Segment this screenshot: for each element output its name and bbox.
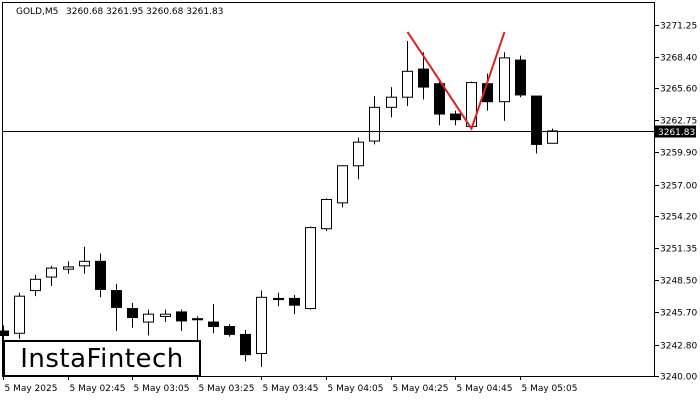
candle: [353, 137, 364, 180]
candle-body-bearish: [192, 318, 203, 321]
candle-body-bullish: [321, 198, 332, 230]
x-tick-label: 5 May 02:45: [70, 384, 126, 394]
x-tick-label: 5 May 03:05: [134, 384, 190, 394]
candle-body-bearish: [289, 297, 300, 306]
candle-body-bearish: [95, 260, 106, 290]
candle-body-bullish: [14, 295, 25, 334]
y-tick-label: 3259.90: [660, 149, 697, 159]
candle: [369, 96, 380, 145]
candle-body-bullish: [369, 106, 380, 142]
candle: [386, 87, 397, 118]
candle-body-bullish: [46, 267, 57, 278]
price-label: 3261.83: [658, 128, 695, 138]
candle: [402, 40, 413, 107]
candle-body-bullish: [353, 141, 364, 167]
candle-body-bearish: [208, 321, 219, 328]
candle: [143, 309, 154, 336]
candle-body-bullish: [63, 266, 74, 270]
candle-body-bullish: [305, 227, 316, 310]
y-tick-label: 3251.35: [660, 245, 697, 255]
x-tick-label: 5 May 04:05: [328, 384, 384, 394]
ohlc-readout: 3260.68 3261.95 3260.68 3261.83: [66, 7, 223, 17]
candle-body-bullish: [256, 296, 267, 355]
candle: [273, 292, 284, 307]
candle-body-bullish: [30, 278, 41, 292]
candle: [515, 55, 526, 98]
candle: [450, 110, 461, 126]
y-tick-label: 3268.40: [660, 54, 697, 64]
candle-body-bullish: [337, 165, 348, 204]
candle-body-bearish: [418, 68, 429, 88]
candle: [160, 309, 171, 323]
candle: [208, 304, 219, 334]
candle-body-bearish: [127, 308, 138, 319]
y-tick-label: 3265.60: [660, 85, 697, 95]
price-label-bg: [655, 125, 696, 138]
y-tick-label: 3245.70: [660, 309, 697, 319]
candle-body-bullish: [499, 57, 510, 103]
candle: [547, 128, 558, 144]
x-axis: 5 May 2025 5 May 02:45 5 May 03:05 5 May 03…: [3, 376, 578, 394]
candle: [321, 198, 332, 231]
candle: [224, 324, 235, 337]
chart-title: GOLD,M5: [16, 7, 58, 17]
candle: [176, 309, 187, 332]
candles: [0, 40, 558, 368]
y-tick-label: 3254.20: [660, 213, 697, 223]
candle-body-bearish: [0, 330, 9, 337]
double-top-pattern: [406, 31, 506, 131]
candle: [418, 52, 429, 100]
candle-body-bearish: [273, 297, 284, 301]
x-tick-label: 5 May 2025: [5, 384, 58, 394]
candle-body-bullish: [386, 96, 397, 108]
candle: [240, 329, 251, 362]
candle-body-bearish: [531, 95, 542, 145]
candle: [289, 295, 300, 315]
instafintech-logo: InstaFintech: [3, 340, 201, 377]
plot-area-border: [2, 2, 655, 377]
y-tick-label: 3248.50: [660, 277, 697, 287]
candle: [434, 80, 445, 126]
candle-body-bullish: [79, 260, 90, 267]
candle-body-bearish: [224, 326, 235, 335]
candle: [337, 165, 348, 208]
logo-text: InstaFintech: [20, 343, 184, 374]
candle-body-bearish: [434, 83, 445, 115]
y-axis: 3240.00 3242.80 3245.70 3248.50 3251.35 3254.…: [655, 22, 697, 383]
candle-body-bearish: [176, 311, 187, 322]
x-tick-label: 5 May 03:45: [263, 384, 319, 394]
y-tick-label: 3257.00: [660, 182, 697, 192]
candle-body-bearish: [515, 59, 526, 96]
x-tick-label: 5 May 05:05: [522, 384, 578, 394]
candle-body-bearish: [240, 333, 251, 356]
candle-body-bullish: [547, 130, 558, 144]
candle-body-bullish: [160, 313, 171, 317]
candle: [30, 274, 41, 297]
candle: [256, 290, 267, 368]
candle: [46, 265, 57, 287]
candle: [63, 261, 74, 274]
y-tick-label: 3242.80: [660, 342, 697, 352]
candle: [95, 253, 106, 298]
candle: [305, 226, 316, 310]
candle: [127, 302, 138, 328]
x-tick-label: 5 May 03:25: [199, 384, 255, 394]
candle-body-bearish: [450, 113, 461, 121]
current-price-line: 3261.83: [3, 125, 696, 138]
pattern-line: [406, 31, 506, 131]
y-tick-label: 3240.00: [660, 373, 697, 383]
candle-body-bullish: [402, 70, 413, 98]
y-tick-label: 3262.75: [660, 117, 697, 127]
candle-body-bearish: [111, 290, 122, 308]
y-tick-label: 3271.25: [660, 22, 697, 32]
candle: [79, 246, 90, 274]
candle: [531, 95, 542, 154]
candle: [14, 292, 25, 339]
candle: [499, 52, 510, 121]
x-tick-label: 5 May 04:45: [457, 384, 513, 394]
candle: [111, 283, 122, 332]
candle-body-bullish: [143, 313, 154, 323]
x-tick-label: 5 May 04:25: [393, 384, 449, 394]
